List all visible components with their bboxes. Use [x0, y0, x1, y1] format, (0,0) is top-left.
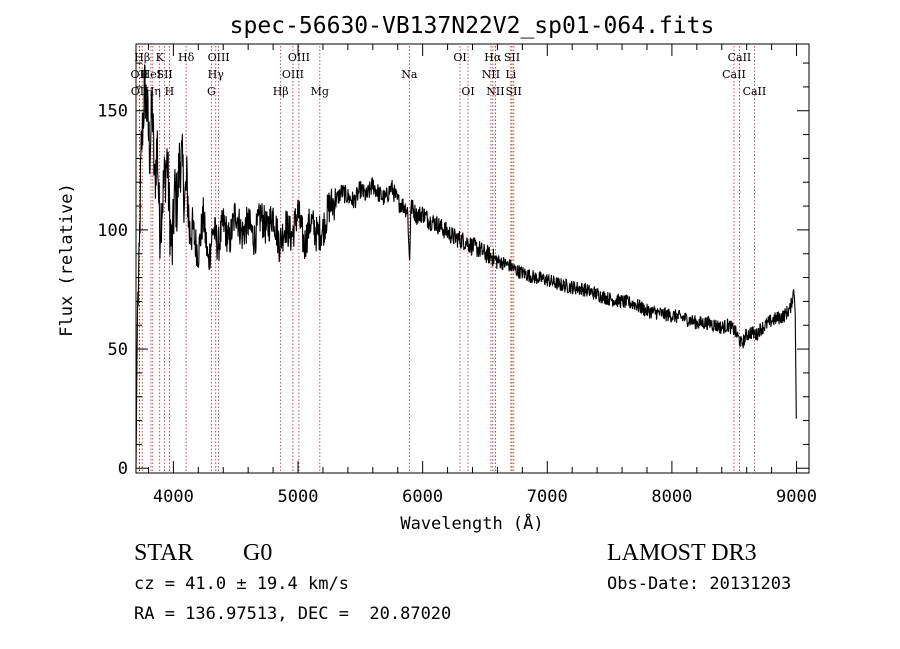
line-markers [138, 46, 755, 473]
subclass: G0 [243, 540, 273, 566]
line-label-20: SII [504, 51, 520, 64]
y-tick-label-0: 0 [118, 459, 128, 479]
line-label-18: OI [461, 85, 474, 98]
line-label-9: OIII [208, 51, 230, 64]
y-tick-label-150: 150 [97, 102, 128, 122]
x-axis-label: Wavelength (Å) [400, 512, 543, 534]
line-label-26: CaII [722, 68, 746, 81]
line-label-3: HeI [141, 68, 161, 81]
line-label-16: Na [401, 68, 418, 81]
line-label-12: OIII [288, 51, 310, 64]
y-axis-label: Flux (relative) [57, 183, 77, 337]
line-label-27: CaII [743, 85, 767, 98]
line-label-17: OI [453, 51, 466, 64]
line-label-24: SII [506, 85, 522, 98]
line-label-23: NII [486, 85, 504, 98]
survey-name: LAMOST DR3 [607, 540, 757, 566]
coordinates: RA = 136.97513, DEC = 20.87020 [134, 604, 452, 624]
line-label-15: Mg [311, 85, 329, 98]
line-label-25: CaII [728, 51, 752, 64]
x-tick-label-4000: 4000 [153, 487, 194, 507]
line-label-6: SII [157, 68, 173, 81]
x-tick-label-8000: 8000 [651, 487, 692, 507]
y-tick-labels: 0 50 100 150 [97, 102, 128, 480]
line-label-5: K [156, 51, 165, 64]
x-tick-label-9000: 9000 [776, 487, 817, 507]
x-tick-label-7000: 7000 [527, 487, 568, 507]
x-tick-labels: 4000 5000 6000 7000 8000 9000 [153, 487, 817, 507]
plot-frame [135, 43, 810, 474]
axis-ticks [136, 44, 809, 473]
x-tick-label-5000: 5000 [278, 487, 319, 507]
velocity-readout: cz = 41.0 ± 19.4 km/s [134, 574, 349, 594]
line-label-14: Hβ [273, 85, 289, 98]
line-label-0: Hβ [134, 51, 150, 64]
line-label-4: Hη [145, 85, 161, 98]
line-label-8: Hδ [178, 51, 195, 64]
obs-date: Obs-Date: 20131203 [607, 574, 792, 594]
line-label-11: G [207, 85, 216, 98]
line-label-21: NII [482, 68, 500, 81]
object-class: STAR [134, 540, 194, 566]
line-label-7: H [165, 85, 175, 98]
x-tick-label-6000: 6000 [402, 487, 443, 507]
chart-title: spec-56630-VB137N22V2_sp01-064.fits [230, 13, 715, 39]
line-label-10: Hγ [208, 68, 225, 81]
line-label-22: Li [505, 68, 516, 81]
line-label-13: OIII [282, 68, 304, 81]
y-tick-label-50: 50 [108, 340, 128, 360]
line-label-19: Hα [484, 51, 502, 64]
y-tick-label-100: 100 [97, 221, 128, 241]
spectrum-line [135, 64, 797, 469]
